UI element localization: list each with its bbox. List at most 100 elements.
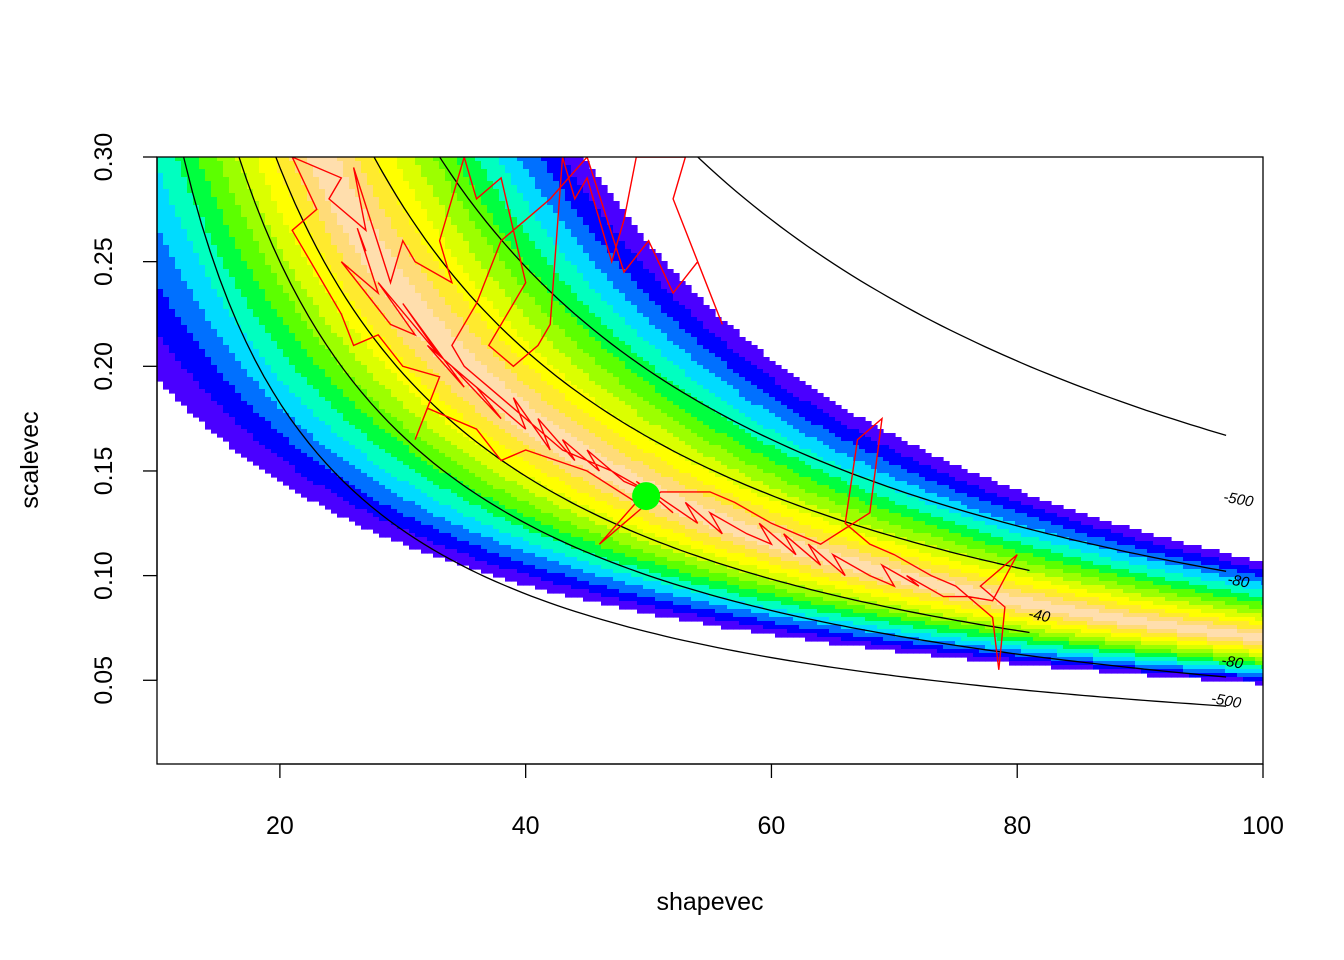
surface-cell xyxy=(361,257,368,262)
surface-cell xyxy=(451,205,458,210)
surface-cell xyxy=(163,385,170,390)
surface-cell xyxy=(217,169,224,174)
surface-cell xyxy=(397,397,404,402)
surface-cell xyxy=(283,473,290,478)
surface-cell xyxy=(427,321,434,326)
surface-cell xyxy=(421,437,428,442)
surface-cell xyxy=(391,401,398,406)
surface-cell xyxy=(205,181,212,186)
surface-cell xyxy=(343,317,350,322)
surface-cell xyxy=(319,289,326,294)
surface-cell xyxy=(169,165,176,170)
surface-cell xyxy=(349,185,356,190)
surface-cell xyxy=(229,165,236,170)
surface-cell xyxy=(451,557,458,562)
surface-cell xyxy=(301,205,308,210)
surface-cell xyxy=(337,229,344,234)
surface-cell xyxy=(469,221,476,226)
surface-cell xyxy=(361,321,368,326)
surface-cell xyxy=(337,337,344,342)
surface-cell xyxy=(433,377,440,382)
surface-cell xyxy=(487,281,494,286)
surface-cell xyxy=(469,325,476,330)
surface-cell xyxy=(499,437,506,442)
surface-cell xyxy=(439,329,446,334)
surface-cell xyxy=(397,413,404,418)
surface-cell xyxy=(235,309,242,314)
surface-cell xyxy=(295,449,302,454)
surface-cell xyxy=(253,177,260,182)
surface-cell xyxy=(163,249,170,254)
surface-cell xyxy=(493,169,500,174)
surface-cell xyxy=(295,389,302,394)
surface-cell xyxy=(331,381,338,386)
surface-cell xyxy=(349,253,356,258)
surface-cell xyxy=(247,245,254,250)
surface-cell xyxy=(337,301,344,306)
surface-cell xyxy=(301,373,308,378)
surface-cell xyxy=(331,377,338,382)
surface-cell xyxy=(469,293,476,298)
surface-cell xyxy=(259,297,266,302)
surface-cell xyxy=(361,233,368,238)
surface-cell xyxy=(301,397,308,402)
surface-cell xyxy=(259,445,266,450)
surface-cell xyxy=(259,361,266,366)
surface-cell xyxy=(481,505,488,510)
surface-cell xyxy=(289,393,296,398)
surface-cell xyxy=(457,421,464,426)
surface-cell xyxy=(295,161,302,166)
surface-cell xyxy=(487,401,494,406)
surface-cell xyxy=(331,501,338,506)
surface-cell xyxy=(181,285,188,290)
surface-cell xyxy=(475,509,482,514)
surface-cell xyxy=(445,249,452,254)
surface-cell xyxy=(265,181,272,186)
surface-cell xyxy=(211,409,218,414)
surface-cell xyxy=(379,173,386,178)
surface-cell xyxy=(301,421,308,426)
surface-cell xyxy=(223,201,230,206)
surface-cell xyxy=(403,261,410,266)
surface-cell xyxy=(487,237,494,242)
surface-cell xyxy=(187,173,194,178)
surface-cell xyxy=(487,529,494,534)
surface-cell xyxy=(355,365,362,370)
surface-cell xyxy=(157,205,164,210)
surface-cell xyxy=(409,325,416,330)
surface-cell xyxy=(385,325,392,330)
surface-cell xyxy=(361,273,368,278)
surface-cell xyxy=(265,321,272,326)
surface-cell xyxy=(373,361,380,366)
surface-cell xyxy=(379,453,386,458)
surface-cell xyxy=(157,173,164,178)
surface-cell xyxy=(403,277,410,282)
surface-cell xyxy=(277,281,284,286)
surface-cell xyxy=(379,193,386,198)
surface-cell xyxy=(265,237,272,242)
surface-cell xyxy=(403,457,410,462)
surface-cell xyxy=(409,385,416,390)
surface-cell xyxy=(271,233,278,238)
surface-cell xyxy=(349,457,356,462)
surface-cell xyxy=(475,565,482,570)
surface-cell xyxy=(283,169,290,174)
surface-cell xyxy=(433,301,440,306)
surface-cell xyxy=(499,249,506,254)
surface-cell xyxy=(325,305,332,310)
surface-cell xyxy=(451,277,458,282)
surface-cell xyxy=(175,181,182,186)
surface-cell xyxy=(409,165,416,170)
surface-cell xyxy=(397,341,404,346)
surface-cell xyxy=(373,313,380,318)
surface-cell xyxy=(463,461,470,466)
surface-cell xyxy=(325,209,332,214)
surface-cell xyxy=(157,333,164,338)
surface-cell xyxy=(415,185,422,190)
surface-cell xyxy=(253,197,260,202)
surface-cell xyxy=(169,233,176,238)
surface-cell xyxy=(163,345,170,350)
surface-cell xyxy=(427,185,434,190)
surface-cell xyxy=(415,481,422,486)
surface-cell xyxy=(487,557,494,562)
